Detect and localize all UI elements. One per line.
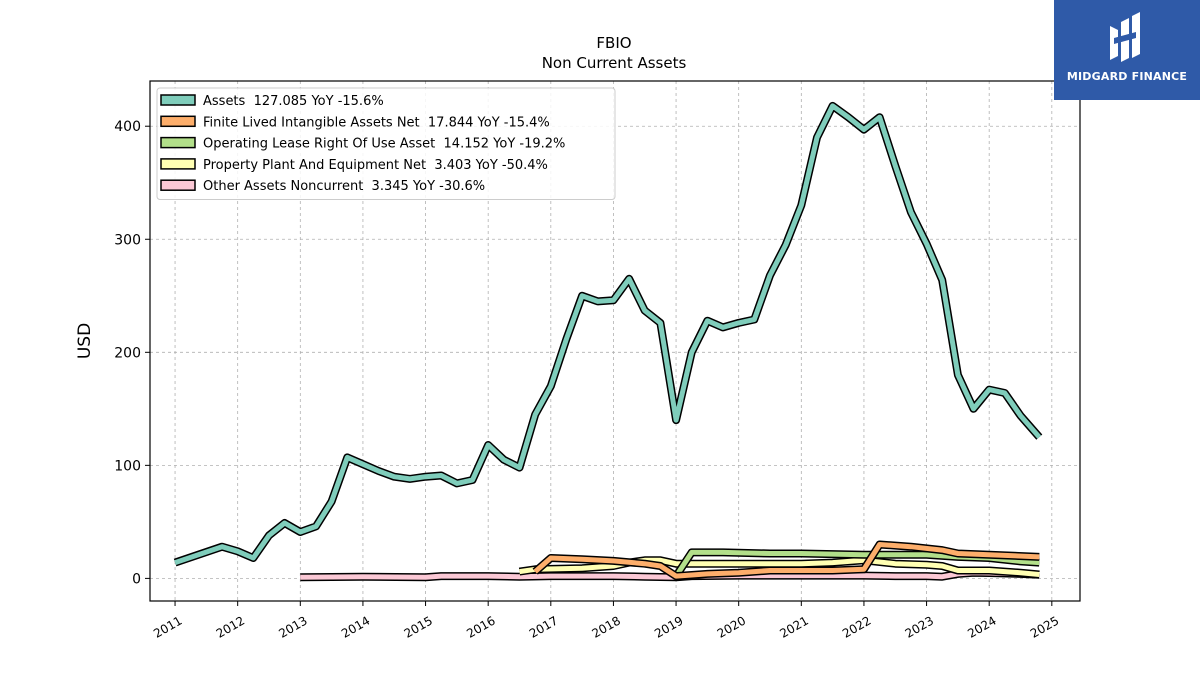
- legend: Assets 127.085 YoY -15.6% Finite Lived In…: [156, 87, 616, 200]
- legend-label: Operating Lease Right Of Use Asset 14.15…: [203, 137, 565, 152]
- plot-frame: [149, 80, 1081, 602]
- x-tick-label: 2021: [777, 613, 810, 640]
- y-tick-label: 400: [114, 119, 141, 135]
- series-layer: [173, 101, 1043, 582]
- x-tick-label: 2012: [214, 613, 247, 640]
- legend-label: Other Assets Noncurrent 3.345 YoY -30.6%: [203, 179, 485, 194]
- legend-label: Finite Lived Intangible Assets Net 17.84…: [203, 115, 550, 130]
- legend-swatch: [160, 94, 196, 106]
- x-tick-label: 2019: [652, 613, 685, 640]
- x-tick-label: 2025: [1028, 613, 1061, 640]
- x-tick-label: 2017: [527, 613, 560, 640]
- x-axis: 2011 2012 2013 2014 2015 2016 2017 2018 2019 2020…: [151, 601, 1061, 641]
- brand-logo: MIDGARD FINANCE: [1054, 0, 1200, 100]
- x-tick-label: 2022: [840, 613, 873, 640]
- gridlines: [150, 81, 1080, 601]
- x-tick-label: 2011: [151, 613, 184, 640]
- series-line-finite-lived-intangible-assets-net: [533, 542, 1040, 579]
- x-tick-label: 2015: [402, 613, 435, 640]
- y-tick-label: 100: [114, 458, 141, 474]
- chart-subtitle: Non Current Assets: [542, 54, 687, 72]
- legend-label: Assets 127.085 YoY -15.6%: [203, 94, 384, 109]
- series-line-assets: [174, 103, 1042, 565]
- x-tick-label: 2018: [589, 613, 622, 640]
- legend-swatch: [160, 158, 196, 170]
- logo-mark-icon: [1110, 12, 1140, 62]
- y-tick-label: 0: [132, 571, 141, 587]
- legend-label: Property Plant And Equipment Net 3.403 Y…: [203, 158, 548, 173]
- logo-text: MIDGARD FINANCE: [1066, 70, 1188, 83]
- legend-box: [156, 87, 616, 200]
- legend-swatch: [160, 136, 196, 149]
- y-tick-label: 200: [114, 345, 141, 361]
- x-tick-label: 2023: [903, 613, 936, 640]
- y-axis: 0 100 200 300 400: [114, 119, 150, 587]
- x-tick-label: 2020: [715, 613, 748, 640]
- legend-swatch: [160, 115, 196, 128]
- x-tick-label: 2013: [276, 613, 309, 640]
- chart-title: FBIO: [596, 34, 631, 52]
- y-axis-label: USD: [75, 323, 95, 359]
- x-tick-label: 2024: [965, 613, 998, 640]
- legend-swatch: [160, 179, 196, 191]
- y-tick-label: 300: [114, 232, 141, 248]
- x-tick-label: 2016: [464, 613, 497, 640]
- x-tick-label: 2014: [339, 613, 372, 640]
